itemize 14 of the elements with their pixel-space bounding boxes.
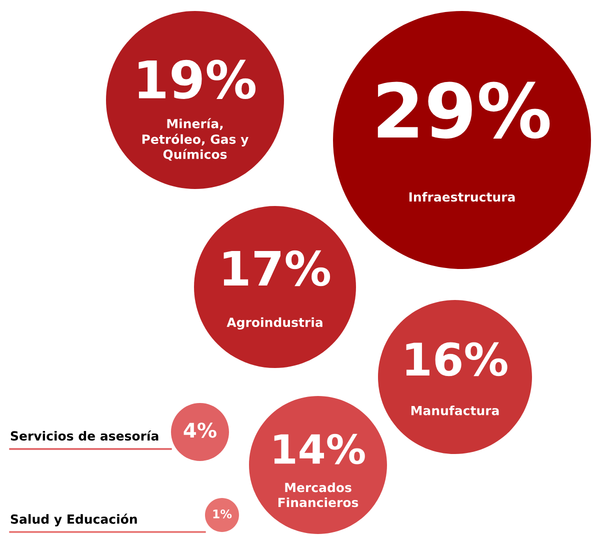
data-label: 1% [213, 509, 232, 518]
data-label: 16% [406, 342, 508, 376]
data-label: 19% [138, 60, 256, 100]
data-label: 4% [184, 422, 216, 438]
category-label: Infraestructura [409, 192, 515, 202]
category-label: Salud y Educación [10, 514, 137, 526]
data-label: 17% [224, 250, 330, 286]
data-label: 29% [378, 82, 550, 139]
category-label: Manufactura [411, 406, 499, 416]
category-label: Minería, Petróleo, Gas y Químicos [142, 118, 248, 161]
data-label: 14% [274, 434, 365, 464]
category-label: Mercados Financieros [278, 482, 358, 508]
category-label: Servicios de asesoría [10, 430, 158, 441]
category-label: Agroindustria [226, 317, 322, 330]
